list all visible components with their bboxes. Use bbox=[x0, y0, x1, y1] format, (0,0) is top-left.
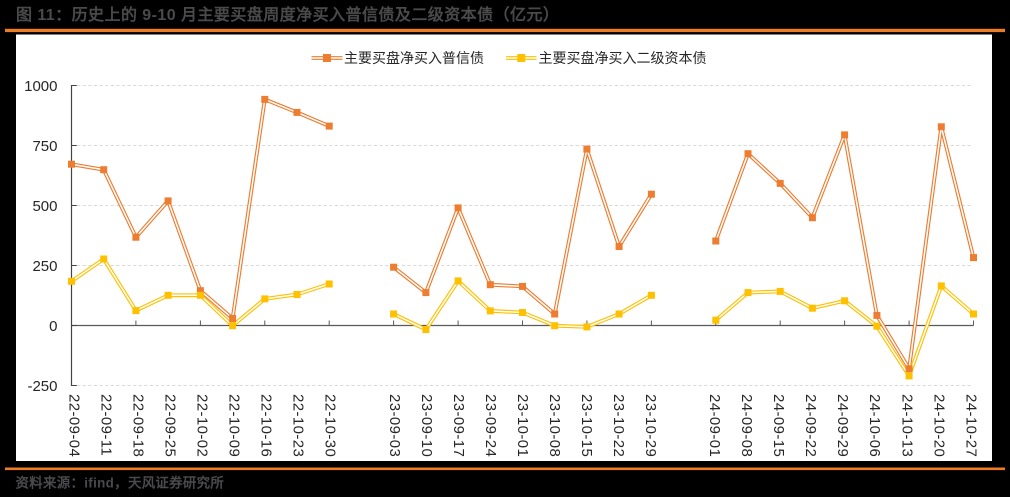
svg-text:23-09-10: 23-09-10 bbox=[418, 394, 435, 457]
svg-text:23-10-22: 23-10-22 bbox=[610, 394, 627, 457]
svg-text:750: 750 bbox=[32, 138, 57, 155]
svg-text:23-09-03: 23-09-03 bbox=[386, 394, 403, 457]
svg-text:23-10-15: 23-10-15 bbox=[578, 394, 595, 457]
svg-text:资料来源：ifind，天风证券研究所: 资料来源：ifind，天风证券研究所 bbox=[16, 475, 225, 491]
svg-text:22-10-16: 22-10-16 bbox=[258, 394, 275, 457]
svg-text:24-09-15: 24-09-15 bbox=[770, 394, 787, 457]
svg-text:22-09-04: 22-09-04 bbox=[66, 394, 83, 457]
svg-text:23-10-08: 23-10-08 bbox=[546, 394, 563, 457]
svg-text:23-09-24: 23-09-24 bbox=[482, 394, 499, 457]
svg-text:22-10-09: 22-10-09 bbox=[226, 394, 243, 457]
svg-text:主要买盘净买入二级资本债: 主要买盘净买入二级资本债 bbox=[539, 50, 707, 66]
svg-text:图 11：历史上的 9-10 月主要买盘周度净买入普信债及二: 图 11：历史上的 9-10 月主要买盘周度净买入普信债及二级资本债（亿元） bbox=[16, 5, 559, 24]
svg-text:22-09-18: 22-09-18 bbox=[130, 394, 147, 457]
svg-text:24-09-29: 24-09-29 bbox=[834, 394, 851, 457]
svg-text:250: 250 bbox=[32, 258, 57, 275]
svg-text:1000: 1000 bbox=[24, 78, 57, 95]
svg-text:23-09-17: 23-09-17 bbox=[450, 394, 467, 457]
svg-text:22-10-02: 22-10-02 bbox=[194, 394, 211, 457]
svg-text:24-10-20: 24-10-20 bbox=[930, 394, 947, 457]
svg-text:23-10-29: 23-10-29 bbox=[642, 394, 659, 457]
svg-text:24-10-27: 24-10-27 bbox=[962, 394, 979, 457]
svg-text:0: 0 bbox=[49, 318, 57, 335]
svg-text:23-10-01: 23-10-01 bbox=[514, 394, 531, 457]
svg-text:24-09-08: 24-09-08 bbox=[738, 394, 755, 457]
svg-text:-250: -250 bbox=[27, 378, 57, 395]
svg-text:500: 500 bbox=[32, 198, 57, 215]
svg-text:主要买盘净买入普信债: 主要买盘净买入普信债 bbox=[344, 50, 484, 66]
svg-text:24-09-22: 24-09-22 bbox=[802, 394, 819, 457]
svg-text:22-10-23: 22-10-23 bbox=[290, 394, 307, 457]
svg-text:24-10-06: 24-10-06 bbox=[866, 394, 883, 457]
svg-text:24-09-01: 24-09-01 bbox=[706, 394, 723, 457]
svg-text:24-10-13: 24-10-13 bbox=[898, 394, 915, 457]
svg-text:22-09-25: 22-09-25 bbox=[162, 394, 179, 457]
svg-text:22-10-30: 22-10-30 bbox=[322, 394, 339, 457]
svg-text:22-09-11: 22-09-11 bbox=[98, 394, 115, 456]
